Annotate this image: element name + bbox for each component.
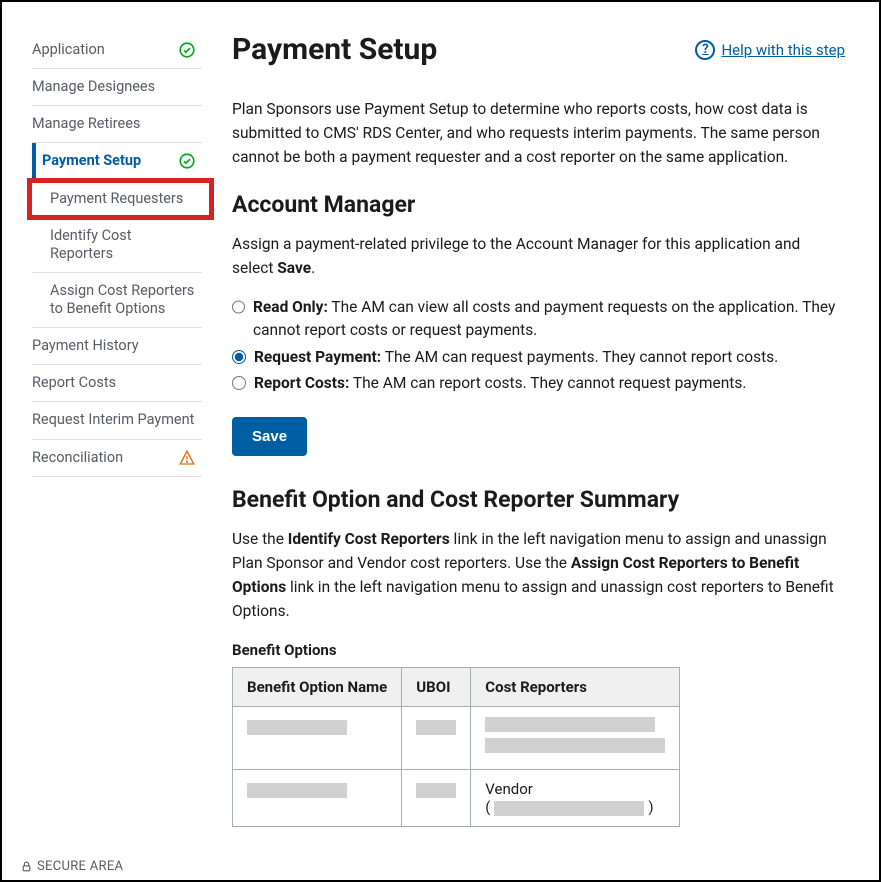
cell-name — [233, 770, 402, 827]
nav-payment-setup[interactable]: Payment Setup — [32, 143, 202, 180]
nav-manage-retirees[interactable]: Manage Retirees — [32, 106, 202, 143]
nav-report-costs[interactable]: Report Costs — [32, 365, 202, 402]
nav-label: Assign Cost Reporters to Benefit Options — [50, 282, 196, 318]
nav-label: Payment Setup — [42, 152, 141, 170]
nav-request-interim-payment[interactable]: Request Interim Payment — [32, 402, 202, 439]
help-label: Help with this step — [721, 41, 845, 59]
save-button[interactable]: Save — [232, 417, 307, 456]
footer-label: SECURE AREA — [37, 859, 123, 874]
radio-input-report-costs[interactable] — [232, 376, 246, 390]
radio-report-costs[interactable]: Report Costs: The AM can report costs. T… — [232, 372, 845, 395]
cell-reporters: Vendor () — [471, 770, 680, 827]
nav-label: Payment History — [32, 337, 139, 355]
nav-label: Request Interim Payment — [32, 411, 194, 429]
secure-area-footer: SECURE AREA — [20, 859, 123, 874]
intro-text: Plan Sponsors use Payment Setup to deter… — [232, 97, 845, 169]
radio-request-payment[interactable]: Request Payment: The AM can request paym… — [232, 346, 845, 369]
cell-reporters — [471, 707, 680, 770]
nav-label: Identify Cost Reporters — [50, 227, 196, 263]
redacted-text — [485, 717, 655, 732]
nav-assign-cost-reporters[interactable]: Assign Cost Reporters to Benefit Options — [32, 273, 202, 328]
cell-uboi — [402, 770, 471, 827]
radio-input-read-only[interactable] — [232, 300, 245, 314]
summary-heading: Benefit Option and Cost Reporter Summary — [232, 486, 845, 513]
check-circle-icon — [178, 41, 196, 59]
nav-label: Application — [32, 41, 105, 59]
redacted-text — [416, 783, 456, 798]
cell-name — [233, 707, 402, 770]
help-link[interactable]: ? Help with this step — [695, 40, 845, 60]
main-content: Payment Setup ? Help with this step Plan… — [232, 32, 849, 850]
nav-label: Reconciliation — [32, 449, 123, 467]
radio-input-request-payment[interactable] — [232, 350, 246, 364]
cell-uboi — [402, 707, 471, 770]
redacted-text — [494, 801, 644, 816]
redacted-text — [416, 720, 456, 735]
page-title: Payment Setup — [232, 32, 437, 67]
help-icon: ? — [695, 40, 715, 60]
nav-payment-history[interactable]: Payment History — [32, 328, 202, 365]
nav-label: Report Costs — [32, 374, 116, 392]
col-benefit-option-name: Benefit Option Name — [233, 668, 402, 707]
col-uboi: UBOI — [402, 668, 471, 707]
warning-triangle-icon — [178, 449, 196, 467]
nav-payment-requesters[interactable]: Payment Requesters — [32, 181, 202, 218]
nav-label: Payment Requesters — [50, 190, 183, 208]
summary-text: Use the Identify Cost Reporters link in … — [232, 527, 845, 623]
sidebar-nav: Application Manage Designees Manage Reti… — [32, 32, 202, 850]
nav-identify-cost-reporters[interactable]: Identify Cost Reporters — [32, 218, 202, 273]
nav-label: Manage Designees — [32, 78, 155, 96]
redacted-text — [485, 738, 665, 753]
table-row — [233, 707, 680, 770]
lock-icon — [20, 860, 33, 873]
redacted-text — [247, 783, 347, 798]
account-manager-instruction: Assign a payment-related privilege to th… — [232, 232, 845, 280]
radio-read-only[interactable]: Read Only: The AM can view all costs and… — [232, 296, 845, 343]
privilege-radio-group: Read Only: The AM can view all costs and… — [232, 296, 845, 395]
redacted-text — [247, 720, 347, 735]
benefit-options-label: Benefit Options — [232, 641, 845, 659]
nav-label: Manage Retirees — [32, 115, 140, 133]
nav-reconciliation[interactable]: Reconciliation — [32, 440, 202, 477]
col-cost-reporters: Cost Reporters — [471, 668, 680, 707]
table-row: Vendor () — [233, 770, 680, 827]
vendor-label: Vendor — [485, 780, 533, 798]
nav-application[interactable]: Application — [32, 32, 202, 69]
account-manager-heading: Account Manager — [232, 191, 845, 218]
benefit-options-table: Benefit Option Name UBOI Cost Reporters — [232, 667, 680, 827]
nav-manage-designees[interactable]: Manage Designees — [32, 69, 202, 106]
check-circle-icon — [178, 152, 196, 170]
